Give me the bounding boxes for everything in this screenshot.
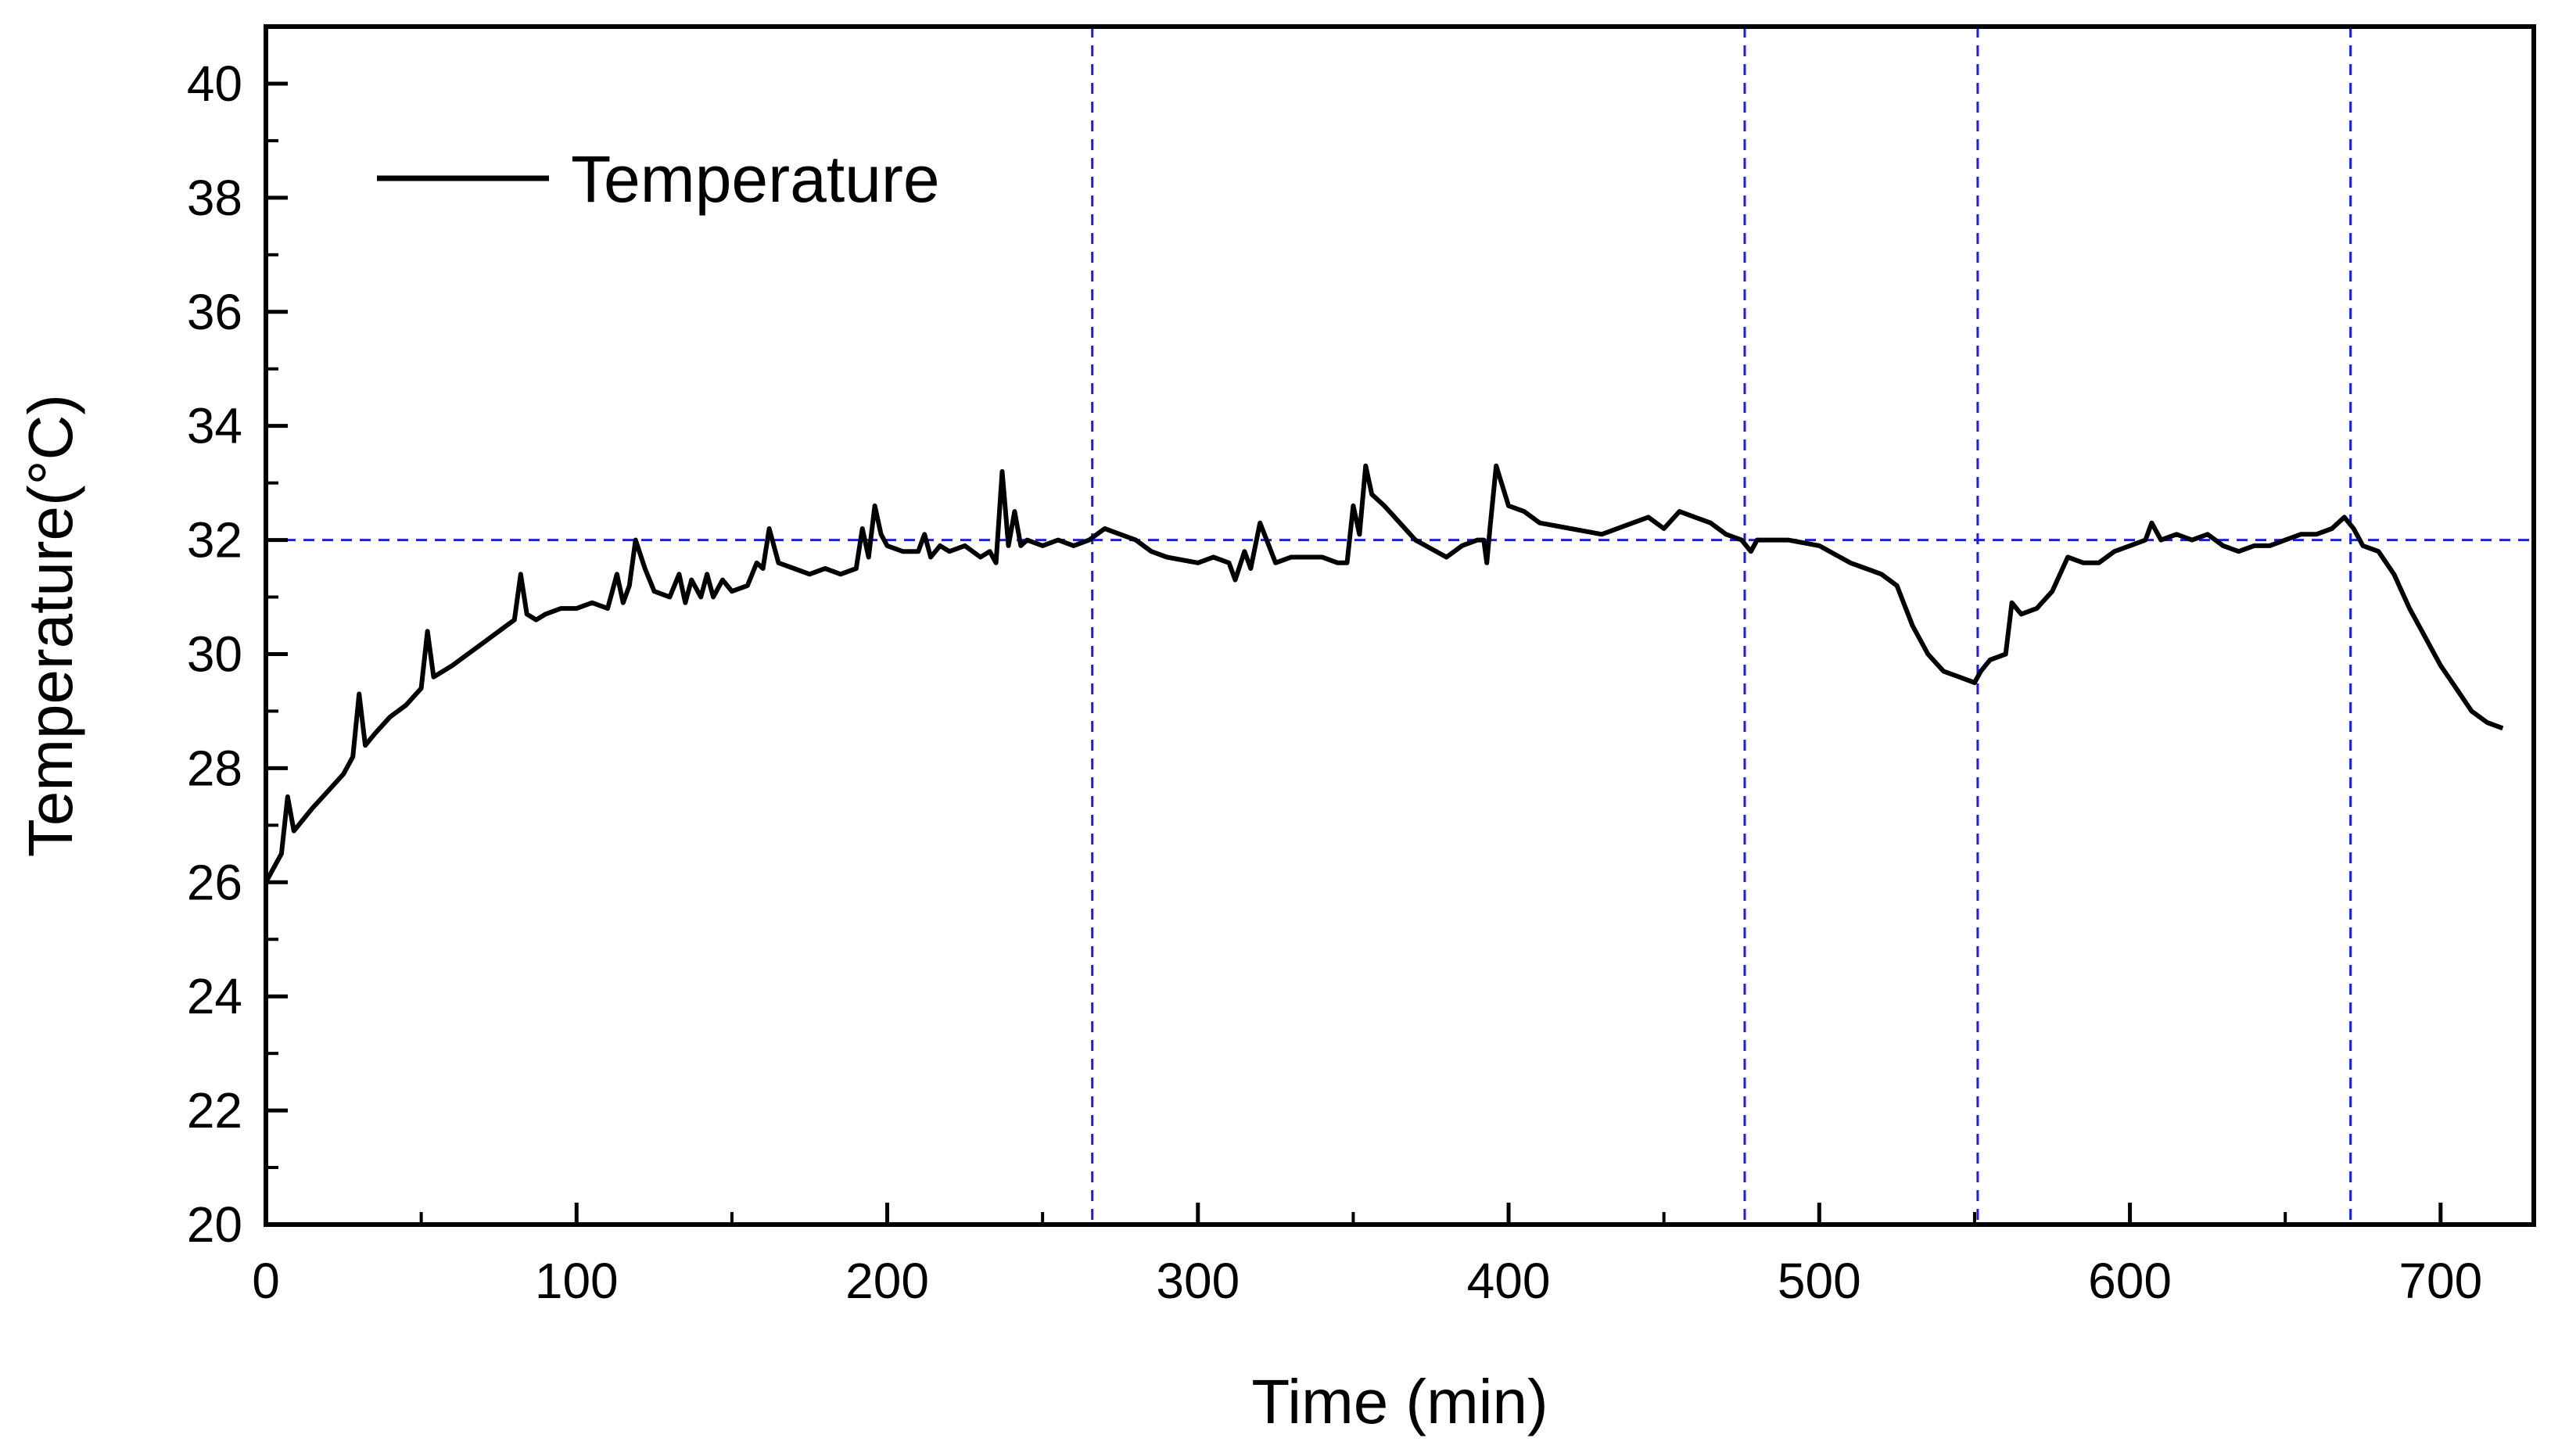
x-axis-title: Time (min) — [1251, 1367, 1548, 1436]
y-tick-label: 28 — [187, 740, 242, 796]
x-tick-label: 700 — [2399, 1253, 2482, 1309]
y-tick-label: 38 — [187, 170, 242, 226]
y-tick-label: 26 — [187, 854, 242, 910]
y-axis-title: Temperature(°C) — [16, 394, 85, 857]
y-tick-label: 32 — [187, 512, 242, 568]
y-tick-label: 22 — [187, 1082, 242, 1139]
y-axis-tick-labels: 20 22 24 26 28 30 32 34 36 38 40 — [187, 56, 242, 1253]
x-tick-label: 600 — [2088, 1253, 2172, 1309]
y-tick-label: 40 — [187, 56, 242, 112]
x-tick-label: 400 — [1467, 1253, 1551, 1309]
reference-lines — [266, 27, 2534, 1225]
plot-frame — [264, 24, 2536, 1227]
legend-label-temperature: Temperature — [571, 142, 940, 216]
series-layer — [264, 463, 2504, 884]
x-axis-tick-labels: 0 100 200 300 400 500 600 700 — [252, 1253, 2482, 1309]
y-tick-label: 36 — [187, 284, 242, 340]
series-line-temperature — [264, 463, 2504, 884]
x-tick-label: 500 — [1778, 1253, 1861, 1309]
x-tick-label: 0 — [252, 1253, 280, 1309]
y-axis-ticks — [266, 81, 288, 1227]
legend: Temperature — [377, 142, 940, 216]
y-tick-label: 20 — [187, 1196, 242, 1253]
x-tick-label: 300 — [1156, 1253, 1240, 1309]
y-tick-label: 24 — [187, 968, 242, 1024]
x-tick-label: 200 — [845, 1253, 929, 1309]
x-axis-ticks — [264, 1203, 2443, 1225]
y-tick-label: 34 — [187, 398, 242, 454]
y-tick-label: 30 — [187, 626, 242, 682]
x-tick-label: 100 — [535, 1253, 619, 1309]
